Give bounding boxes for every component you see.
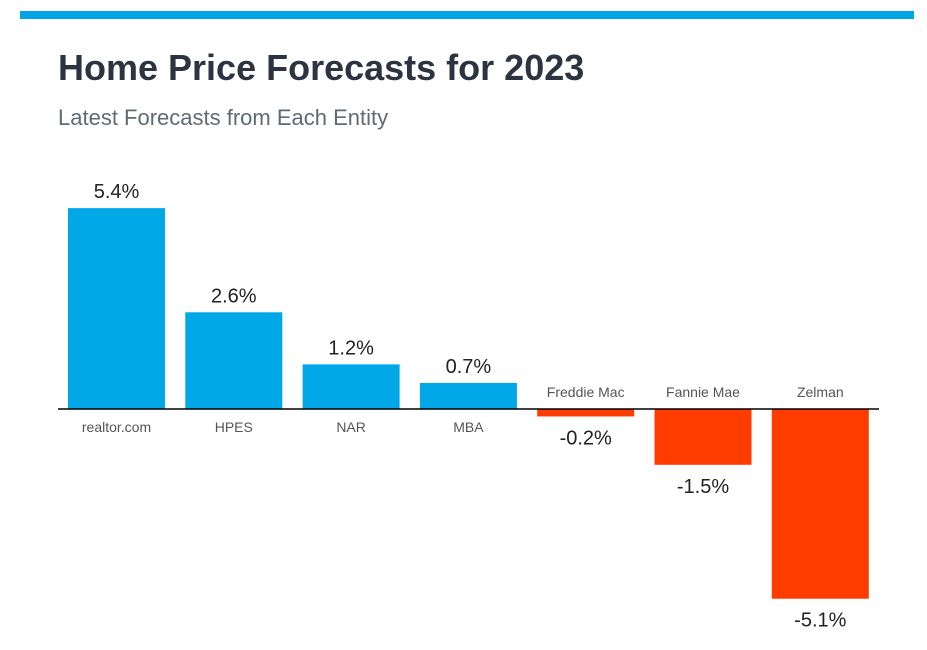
data-label: -5.1%	[794, 610, 846, 632]
bar	[302, 364, 400, 409]
bar	[419, 382, 517, 409]
bar	[654, 409, 752, 465]
chart-title: Home Price Forecasts for 2023	[58, 47, 585, 88]
bar	[185, 312, 283, 409]
data-label: -0.2%	[560, 427, 612, 449]
data-label: -1.5%	[677, 476, 729, 498]
accent-top-bar	[20, 11, 914, 19]
chart-subtitle: Latest Forecasts from Each Entity	[58, 105, 389, 130]
category-label: Zelman	[797, 384, 844, 400]
category-label: Freddie Mac	[547, 384, 625, 400]
data-label: 5.4%	[94, 181, 140, 203]
data-label: 2.6%	[211, 285, 257, 307]
category-label: MBA	[453, 419, 484, 435]
category-label: Fannie Mae	[666, 384, 740, 400]
bar	[537, 409, 635, 417]
bar	[68, 208, 165, 409]
data-label: 0.7%	[446, 356, 492, 378]
bar	[771, 409, 869, 599]
category-label: NAR	[336, 419, 366, 435]
category-label: HPES	[215, 419, 253, 435]
data-label: 1.2%	[328, 337, 374, 359]
category-label: realtor.com	[82, 419, 151, 435]
